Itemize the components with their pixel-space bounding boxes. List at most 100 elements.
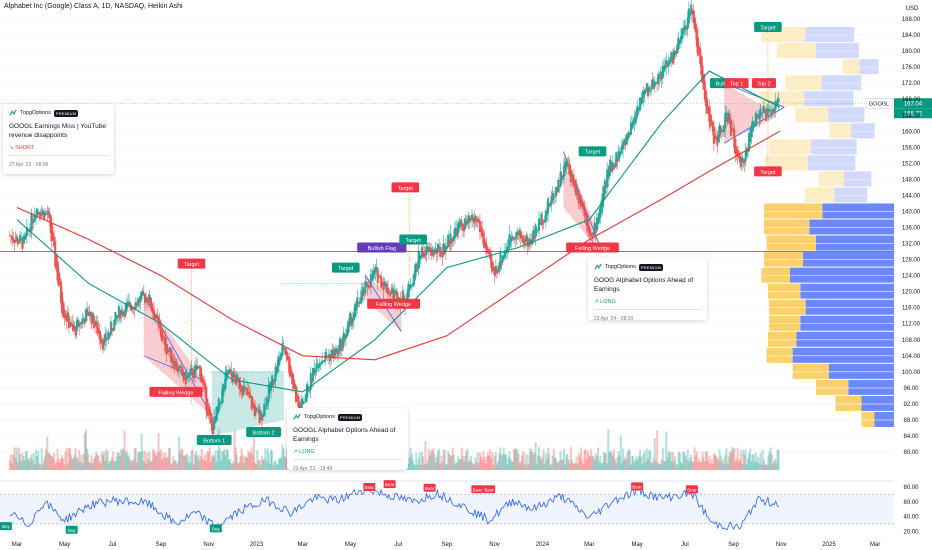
candle-body	[239, 383, 242, 390]
label-target: Target	[391, 182, 420, 193]
candle-body	[179, 365, 182, 368]
volume-bar	[53, 452, 56, 470]
y-tick-label: 144.00	[902, 193, 921, 199]
volume-bar	[567, 459, 570, 470]
volume-bar	[712, 453, 715, 470]
candle-body	[567, 163, 570, 167]
volume-bar	[704, 451, 707, 470]
candle-body	[157, 317, 160, 324]
volume-bar	[687, 461, 690, 470]
volume-bar	[414, 464, 417, 470]
x-tick-label: Jul	[394, 542, 402, 548]
x-tick-label: Jul	[681, 542, 689, 548]
card-title[interactable]: GOOGL Earnings Miss | YouTube revenue di…	[9, 123, 106, 139]
candle-body	[203, 380, 206, 386]
candle-body	[109, 321, 112, 335]
candle-body	[696, 37, 699, 56]
volume-bar	[453, 464, 456, 470]
candle-body	[636, 107, 639, 114]
candle-body	[695, 27, 698, 47]
volume-bar	[216, 450, 219, 470]
volume-bar	[240, 448, 243, 470]
volume-bar	[11, 463, 14, 470]
candle-body	[275, 369, 278, 374]
candle-body	[644, 90, 647, 93]
axes: GOOGL 167.04 166.72 USD 80.00 84.00 88.00 92.00…	[12, 6, 932, 548]
candle-body	[207, 407, 210, 412]
candle-body	[213, 416, 216, 430]
candle-body	[725, 112, 728, 121]
volume-bar	[738, 458, 741, 470]
label-target-bg	[391, 182, 420, 193]
x-tick-label: 2025	[822, 542, 836, 548]
volume-bar	[63, 464, 66, 470]
candle-body	[252, 403, 255, 409]
candles	[8, 0, 780, 439]
candle-body	[493, 267, 496, 276]
candle-body	[627, 131, 630, 138]
candle-body	[308, 388, 311, 391]
candle-body	[687, 8, 690, 24]
volume-bar	[651, 462, 654, 470]
candle-body	[576, 189, 579, 191]
card-title[interactable]: GOOGL Alphabet Options Ahead of Earnings	[293, 427, 396, 443]
volume-bar	[497, 461, 500, 470]
volume-bar	[561, 459, 564, 470]
profile-bar-up	[764, 219, 810, 235]
volume-bar	[447, 450, 450, 470]
volume-bar	[569, 447, 572, 470]
volume-bar	[703, 461, 706, 470]
profile-bar-up	[792, 363, 829, 379]
volume-bar	[662, 461, 665, 470]
volume-bar	[159, 449, 162, 470]
volume-bar	[741, 464, 744, 470]
volume-bar	[543, 463, 546, 470]
candle-body	[494, 266, 497, 272]
idea-card-3[interactable]: TopgOptions PREMIUM GOOG Alphabet Option…	[588, 258, 707, 322]
volume-bar	[250, 447, 253, 470]
volume-bar	[190, 450, 193, 470]
candle-body	[128, 301, 131, 304]
card-title[interactable]: GOOG Alphabet Options Ahead of Earnings	[594, 277, 694, 293]
candle-body	[72, 324, 75, 331]
rsi-bear-signal-bg	[631, 482, 644, 491]
volume-bar	[468, 460, 471, 470]
candle-body	[540, 214, 543, 224]
candle-body	[653, 81, 656, 87]
volume-bar	[248, 452, 251, 470]
candle-body	[649, 88, 652, 90]
candle-body	[51, 232, 54, 241]
volume-bar	[418, 452, 421, 470]
idea-card-1[interactable]: TopgOptions PREMIUM GOOGL Earnings Miss …	[3, 104, 114, 174]
idea-card-2[interactable]: TopgOptions PREMIUM GOOGL Alphabet Optio…	[287, 408, 408, 472]
candle-body	[156, 315, 159, 320]
candle-body	[553, 195, 556, 197]
volume-bar	[255, 463, 258, 470]
candle-body	[640, 102, 643, 104]
candle-body	[635, 108, 638, 119]
profile-bar-down	[792, 347, 894, 363]
profile-bar-down	[800, 315, 894, 331]
candle-body	[505, 250, 508, 254]
candle-body	[536, 230, 539, 232]
label-bottom-2-text: Bottom 2	[253, 430, 275, 436]
label-target-text: Target	[760, 170, 776, 176]
volume-bar	[643, 450, 646, 470]
volume-bar	[154, 453, 157, 470]
volume-bar	[581, 460, 584, 470]
y-tick-label: 128.00	[902, 258, 921, 264]
candle-body	[40, 212, 43, 216]
profile-bar-down	[822, 203, 894, 219]
candle-body	[330, 354, 333, 359]
candle-body	[507, 247, 510, 250]
volume-bar	[765, 464, 768, 470]
candle-body	[190, 368, 193, 372]
volume-bar	[598, 462, 601, 470]
candle-body	[744, 150, 747, 162]
candle-body	[737, 153, 740, 159]
volume-bar	[460, 447, 463, 470]
volume-bar	[243, 456, 246, 470]
candle-body	[557, 179, 560, 192]
label-bottom-1-text: Bottom 1	[203, 438, 225, 444]
